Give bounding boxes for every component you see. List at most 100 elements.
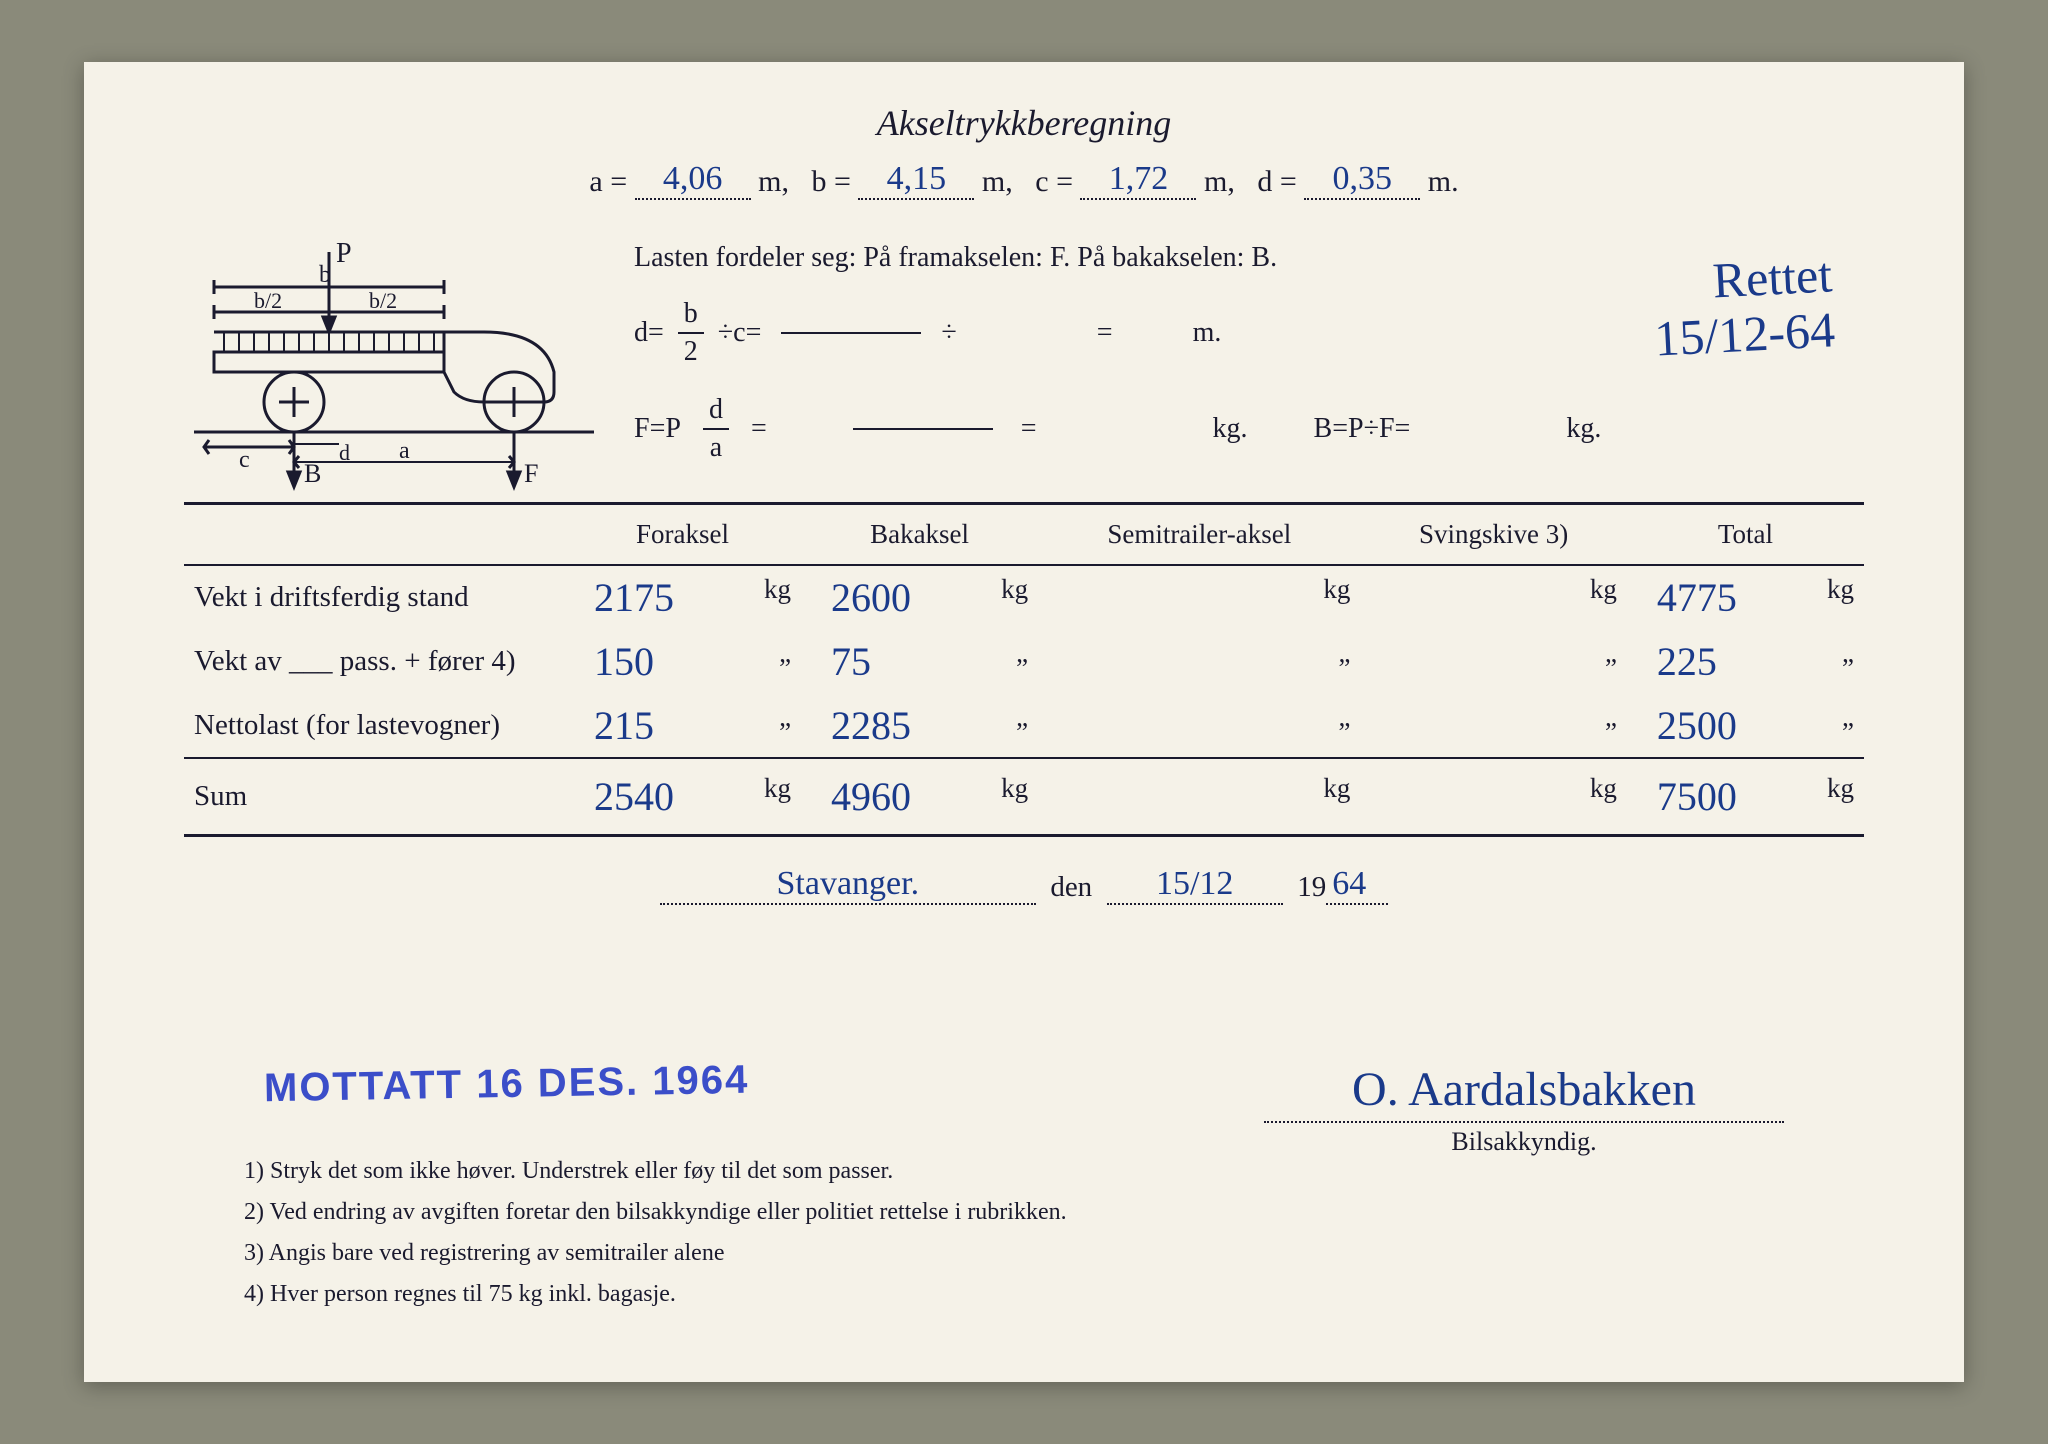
cell: 2175kg [564, 565, 801, 630]
b-expr: B=P÷F= [1314, 413, 1411, 445]
cell-unit: kg [1590, 773, 1617, 804]
param-d-value: 0,35 [1304, 160, 1420, 200]
table-row: Nettolast (for lastevogner) 215„ 2285„ „… [184, 694, 1864, 759]
row-label: Vekt av ___ pass. + fører 4) [184, 630, 564, 694]
cell-unit: kg [1001, 773, 1028, 804]
cell-value [1370, 703, 1390, 748]
th-blank [184, 504, 564, 566]
cell-unit: kg [1827, 773, 1854, 804]
d-eq-left: d= [634, 317, 664, 349]
param-b-value: 4,15 [858, 160, 974, 200]
cell-unit: „ [1605, 638, 1617, 669]
cell-unit: „ [1338, 702, 1350, 733]
svg-text:b: b [319, 262, 331, 288]
param-d-label: d = [1257, 165, 1296, 198]
table-body: Vekt i driftsferdig stand 2175kg 2600kg … [184, 565, 1864, 836]
d-frac-num: b [678, 300, 704, 334]
cell: „ [1038, 630, 1360, 694]
d-eq-unit: m. [1193, 317, 1222, 349]
cell-value: 75 [811, 639, 871, 684]
cell-unit: „ [1605, 702, 1617, 733]
year-value: 64 [1326, 865, 1388, 905]
param-a-unit: m, [758, 165, 789, 198]
formula-area: B F [184, 232, 1864, 492]
cell: 7500kg [1627, 758, 1864, 836]
year-prefix: 19 [1297, 871, 1326, 903]
svg-text:a: a [399, 438, 410, 464]
cell: „ [1360, 694, 1627, 759]
truck-diagram: B F [184, 232, 604, 492]
d-blank1 [781, 332, 921, 334]
cell: 2285„ [801, 694, 1038, 759]
cell-value: 4960 [811, 774, 911, 819]
cell-unit: kg [1323, 773, 1350, 804]
table-row: Vekt av ___ pass. + fører 4) 150„ 75„ „ … [184, 630, 1864, 694]
received-stamp: MOTTATT 16 DES. 1964 [264, 1058, 750, 1111]
svg-text:c: c [239, 447, 250, 473]
cell: 2500 „ [1627, 694, 1864, 759]
cell-unit: „ [1842, 702, 1854, 733]
cell: kg [1360, 758, 1627, 836]
cell: 2600kg [801, 565, 1038, 630]
param-d-unit: m. [1428, 165, 1459, 198]
cell-value: 4775 [1637, 575, 1737, 620]
b-unit: kg. [1566, 413, 1601, 445]
d-frac-den: 2 [684, 334, 698, 366]
signature-block: O. Aardalsbakken Bilsakkyndig. [1264, 1062, 1784, 1157]
cell-value [1370, 639, 1390, 684]
cell-unit: „ [1338, 638, 1350, 669]
param-b-label: b = [811, 165, 850, 198]
cell-value [1048, 575, 1068, 620]
cell: 2540kg [564, 758, 801, 836]
cell: 75„ [801, 630, 1038, 694]
cell-unit: kg [1827, 574, 1854, 605]
cell-value: 150 [574, 639, 654, 684]
footnote: 4) Hver person regnes til 75 kg inkl. ba… [244, 1281, 1067, 1308]
param-c-value: 1,72 [1080, 160, 1196, 200]
svg-text:b/2: b/2 [254, 288, 282, 313]
th-svingskive: Svingskive 3) [1360, 504, 1627, 566]
svg-text:b/2: b/2 [369, 288, 397, 313]
sum-label: Sum [184, 758, 564, 836]
d-eq-mid: ÷c= [718, 317, 762, 349]
table-sum-row: Sum 2540kg 4960 kg kg kg 7500kg [184, 758, 1864, 836]
cell-unit: kg [764, 773, 791, 804]
th-total: Total [1627, 504, 1864, 566]
cell-value: 2500 [1637, 703, 1737, 748]
cell: kg [1038, 565, 1360, 630]
cell-value: 225 [1637, 639, 1717, 684]
svg-text:F: F [524, 459, 538, 488]
cell: 150„ [564, 630, 801, 694]
row-label: Vekt i driftsferdig stand [184, 565, 564, 630]
th-bakaksel: Bakaksel [801, 504, 1038, 566]
f-unit: kg. [1213, 413, 1248, 445]
cell: „ [1038, 694, 1360, 759]
cell-unit: „ [1842, 638, 1854, 669]
place-date-line: Stavanger. den 15/12 1964 [184, 867, 1864, 907]
cell-value: 2175 [574, 575, 674, 620]
cell-value: 215 [574, 703, 654, 748]
cell: kg [1038, 758, 1360, 836]
cell-value: 2600 [811, 575, 911, 620]
den-label: den [1050, 871, 1092, 903]
cell: „ [1360, 630, 1627, 694]
f-fraction: d a [703, 396, 729, 462]
f-blank [853, 428, 993, 430]
truck-svg: B F [184, 232, 604, 492]
hw-note-line2: 15/12-64 [1654, 302, 1837, 366]
cell-unit: „ [779, 702, 791, 733]
footnote: 2) Ved endring av avgiften foretar den b… [244, 1199, 1067, 1226]
footnote: 3) Angis bare ved registrering av semitr… [244, 1240, 1067, 1267]
row-label: Nettolast (for lastevogner) [184, 694, 564, 759]
cell-value: 2285 [811, 703, 911, 748]
th-foraksel: Foraksel [564, 504, 801, 566]
cell: 215 „ [564, 694, 801, 759]
param-a-label: a = [589, 165, 627, 198]
cell-value [1370, 575, 1390, 620]
place-value: Stavanger. [660, 865, 1036, 905]
cell: 4960 kg [801, 758, 1038, 836]
cell-value [1048, 639, 1068, 684]
d-fraction: b 2 [678, 300, 704, 366]
d-eq-eq: = [1097, 317, 1113, 349]
param-a-value: 4,06 [635, 160, 751, 200]
